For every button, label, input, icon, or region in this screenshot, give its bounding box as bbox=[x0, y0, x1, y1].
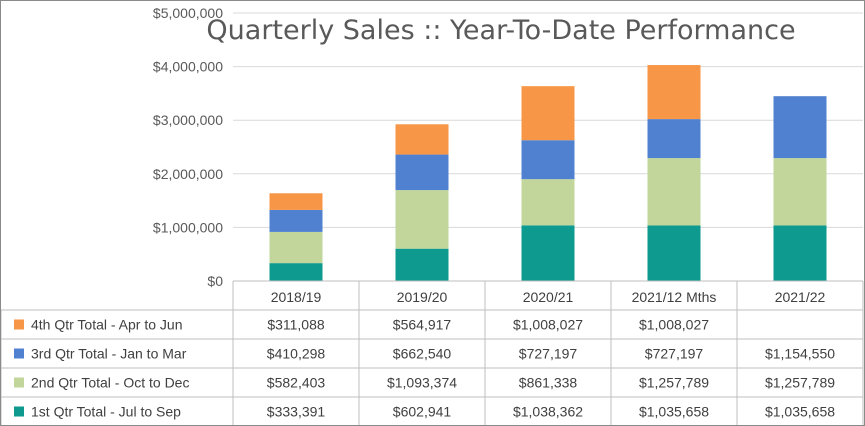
bar-segment bbox=[269, 263, 323, 281]
category-label: 2021/12 Mths bbox=[632, 289, 717, 305]
table-value: $1,035,658 bbox=[639, 404, 709, 420]
legend-key bbox=[14, 406, 24, 417]
bar-segment bbox=[647, 65, 701, 120]
bar-segment bbox=[521, 225, 575, 281]
bar-segment bbox=[773, 225, 827, 281]
series-name: 1st Qtr Total - Jul to Sep bbox=[31, 404, 181, 420]
category-label: 2021/22 bbox=[775, 289, 826, 305]
bar-segment bbox=[647, 158, 701, 226]
bar-segment bbox=[269, 231, 323, 264]
table-value: $1,008,027 bbox=[639, 317, 709, 333]
y-tick-label: $4,000,000 bbox=[153, 59, 223, 75]
bar-segment bbox=[269, 193, 323, 210]
legend-key bbox=[14, 377, 24, 388]
bar-segment bbox=[647, 225, 701, 281]
bar-segment bbox=[395, 190, 449, 249]
bar-segment bbox=[269, 209, 323, 232]
table-value: $1,257,789 bbox=[639, 375, 709, 391]
table-value: $727,197 bbox=[645, 346, 704, 362]
bar-segment bbox=[395, 124, 449, 155]
y-tick-label: $3,000,000 bbox=[153, 112, 223, 128]
table-value: $1,257,789 bbox=[765, 375, 835, 391]
bar-segment bbox=[395, 248, 449, 281]
bar-segment bbox=[521, 86, 575, 141]
bar-segment bbox=[521, 140, 575, 180]
table-value: $1,038,362 bbox=[513, 404, 583, 420]
y-tick-label: $0 bbox=[207, 273, 223, 289]
table-value: $564,917 bbox=[393, 317, 452, 333]
table-value: $602,941 bbox=[393, 404, 452, 420]
bar-segment bbox=[773, 158, 827, 226]
table-value: $582,403 bbox=[267, 375, 326, 391]
category-label: 2020/21 bbox=[523, 289, 574, 305]
category-label: 2018/19 bbox=[271, 289, 322, 305]
series-name: 4th Qtr Total - Apr to Jun bbox=[31, 317, 182, 333]
series-name: 3rd Qtr Total - Jan to Mar bbox=[31, 346, 187, 362]
bar-segment bbox=[521, 179, 575, 226]
y-tick-label: $2,000,000 bbox=[153, 166, 223, 182]
chart-title: Quarterly Sales :: Year-To-Date Performa… bbox=[206, 15, 796, 46]
table-value: $410,298 bbox=[267, 346, 326, 362]
table-value: $1,035,658 bbox=[765, 404, 835, 420]
legend-key bbox=[14, 348, 24, 359]
table-value: $1,154,550 bbox=[765, 346, 835, 362]
table-value: $662,540 bbox=[393, 346, 452, 362]
bar-segment bbox=[647, 119, 701, 159]
table-value: $333,391 bbox=[267, 404, 326, 420]
series-name: 2nd Qtr Total - Oct to Dec bbox=[31, 375, 189, 391]
category-label: 2019/20 bbox=[397, 289, 448, 305]
y-tick-label: $1,000,000 bbox=[153, 219, 223, 235]
table-value: $311,088 bbox=[267, 317, 325, 333]
table-value: $1,093,374 bbox=[387, 375, 457, 391]
bar-segment bbox=[395, 154, 449, 191]
y-tick-label: $5,000,000 bbox=[153, 5, 223, 21]
legend-key bbox=[14, 319, 24, 330]
table-value: $727,197 bbox=[519, 346, 578, 362]
table-value: $1,008,027 bbox=[513, 317, 583, 333]
table-value: $861,338 bbox=[519, 375, 578, 391]
bar-segment bbox=[773, 96, 827, 159]
